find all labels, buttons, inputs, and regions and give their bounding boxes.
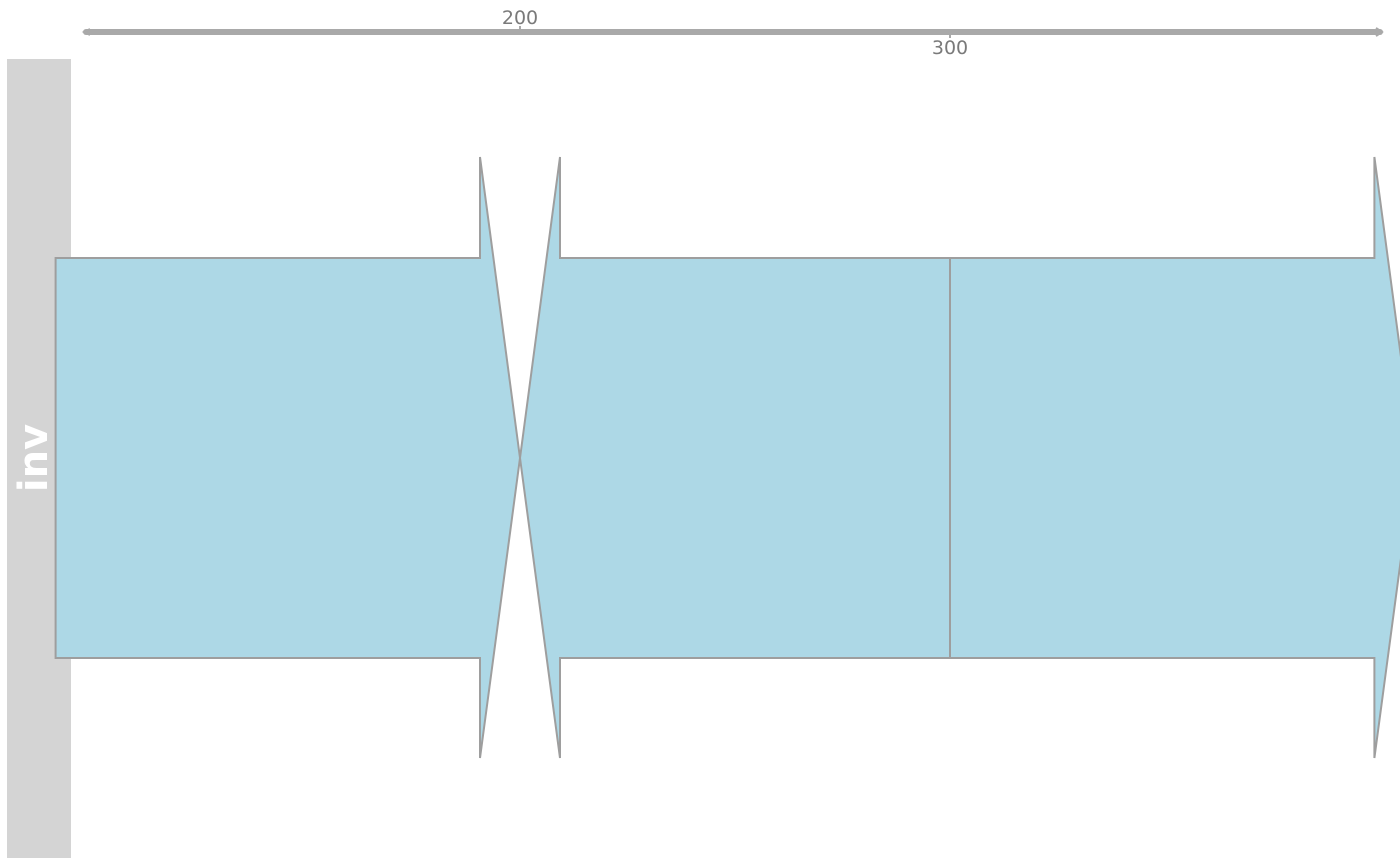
feature-arrow-1 — [54, 156, 522, 759]
scale-axis: 200 300 — [81, 7, 1384, 59]
panel-strip: inv — [7, 59, 71, 858]
scale-tick-label-300: 300 — [932, 37, 968, 59]
feature-arrow-3 — [949, 156, 1400, 759]
feature-arrow-2 — [518, 156, 951, 759]
panel-strip-label: inv — [11, 424, 57, 492]
scale-ticks: 200 300 — [502, 7, 968, 59]
scale-tick-label-200: 200 — [502, 7, 538, 29]
feature-arrows — [54, 156, 1400, 759]
scale-right-cap-icon — [1375, 27, 1384, 37]
scale-left-cap-icon — [81, 28, 91, 36]
